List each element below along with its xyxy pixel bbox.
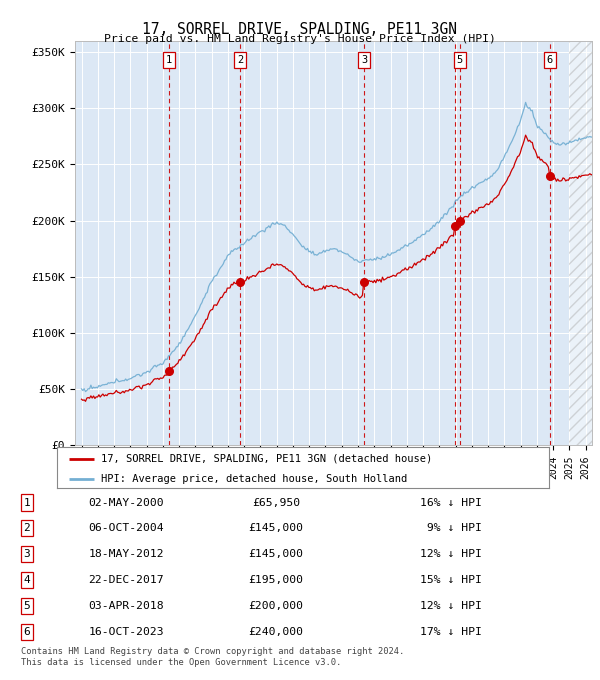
Text: 17% ↓ HPI: 17% ↓ HPI <box>420 627 482 636</box>
Text: £240,000: £240,000 <box>248 627 304 636</box>
Text: 3: 3 <box>361 55 367 65</box>
Text: 18-MAY-2012: 18-MAY-2012 <box>88 549 164 559</box>
Text: 16-OCT-2023: 16-OCT-2023 <box>88 627 164 636</box>
Text: 5: 5 <box>457 55 463 65</box>
Text: 6: 6 <box>23 627 31 636</box>
Text: £145,000: £145,000 <box>248 549 304 559</box>
Text: 5: 5 <box>23 601 31 611</box>
Text: Price paid vs. HM Land Registry's House Price Index (HPI): Price paid vs. HM Land Registry's House … <box>104 34 496 44</box>
Text: 17, SORREL DRIVE, SPALDING, PE11 3GN: 17, SORREL DRIVE, SPALDING, PE11 3GN <box>143 22 458 37</box>
Text: £65,950: £65,950 <box>252 498 300 507</box>
Text: HPI: Average price, detached house, South Holland: HPI: Average price, detached house, Sout… <box>101 474 407 484</box>
Text: 12% ↓ HPI: 12% ↓ HPI <box>420 549 482 559</box>
Text: 12% ↓ HPI: 12% ↓ HPI <box>420 601 482 611</box>
Text: Contains HM Land Registry data © Crown copyright and database right 2024.
This d: Contains HM Land Registry data © Crown c… <box>21 647 404 667</box>
Text: £145,000: £145,000 <box>248 524 304 533</box>
Text: 3: 3 <box>23 549 31 559</box>
Text: 4: 4 <box>23 575 31 585</box>
Text: 02-MAY-2000: 02-MAY-2000 <box>88 498 164 507</box>
Text: 1: 1 <box>166 55 172 65</box>
Text: 03-APR-2018: 03-APR-2018 <box>88 601 164 611</box>
Bar <box>569 41 592 445</box>
Text: 17, SORREL DRIVE, SPALDING, PE11 3GN (detached house): 17, SORREL DRIVE, SPALDING, PE11 3GN (de… <box>101 454 433 464</box>
Text: 1: 1 <box>23 498 31 507</box>
Text: 06-OCT-2004: 06-OCT-2004 <box>88 524 164 533</box>
Text: 9% ↓ HPI: 9% ↓ HPI <box>420 524 482 533</box>
Text: 15% ↓ HPI: 15% ↓ HPI <box>420 575 482 585</box>
Text: 16% ↓ HPI: 16% ↓ HPI <box>420 498 482 507</box>
Text: 22-DEC-2017: 22-DEC-2017 <box>88 575 164 585</box>
Text: £195,000: £195,000 <box>248 575 304 585</box>
Text: 2: 2 <box>23 524 31 533</box>
Text: 6: 6 <box>547 55 553 65</box>
Text: £200,000: £200,000 <box>248 601 304 611</box>
Text: 2: 2 <box>237 55 244 65</box>
